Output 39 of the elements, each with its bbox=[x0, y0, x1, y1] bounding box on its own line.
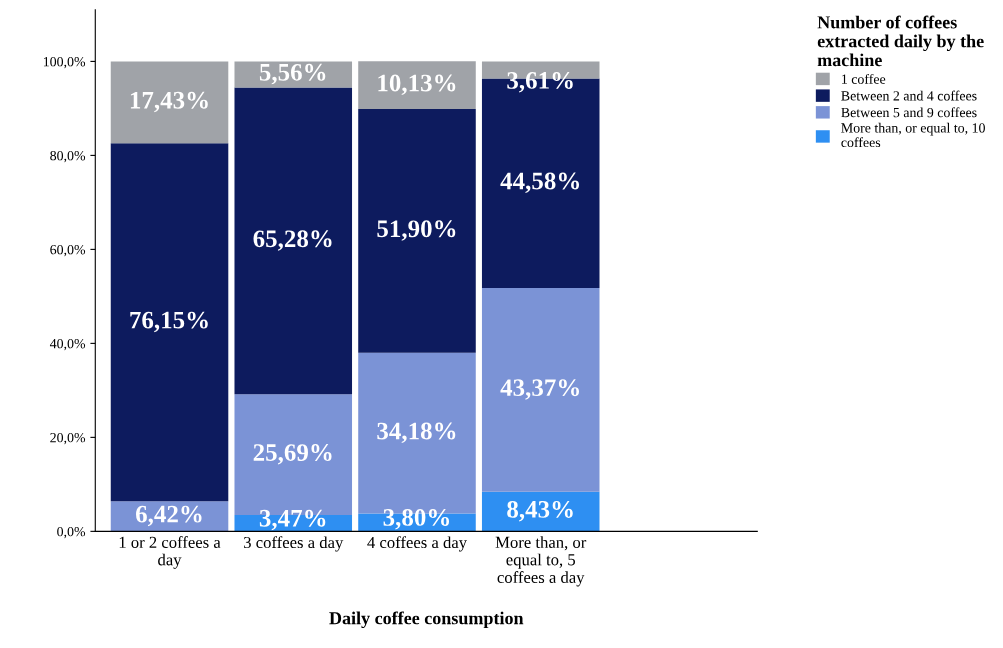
data-label: 5,56% bbox=[259, 63, 326, 85]
data-label: 51,90% bbox=[377, 220, 456, 241]
data-label: 17,43% bbox=[130, 91, 208, 113]
x-tick-label: 3 coffees a day bbox=[244, 536, 344, 552]
y-tick-label: 20,0% bbox=[50, 432, 86, 445]
data-label: 10,13% bbox=[378, 74, 456, 96]
y-tick-label: 100,0% bbox=[43, 57, 86, 69]
x-tick-label: 4 coffees a day bbox=[367, 536, 467, 552]
bar bbox=[234, 87, 353, 395]
data-label: 3,80% bbox=[383, 509, 450, 530]
data-label: 43,37% bbox=[500, 379, 580, 400]
bar bbox=[481, 491, 600, 532]
data-label: 6,42% bbox=[136, 505, 202, 527]
bar bbox=[358, 108, 476, 353]
x-tick-label: More than, or equal to, 5 coffees a day bbox=[495, 536, 587, 587]
bar bbox=[481, 287, 600, 492]
x-axis-title: Daily coffee consumption bbox=[329, 611, 524, 629]
data-label: 65,28% bbox=[253, 230, 332, 251]
data-label: 76,15% bbox=[130, 311, 208, 333]
data-label: 25,69% bbox=[253, 444, 332, 465]
bar bbox=[234, 61, 353, 88]
data-label: 3,47% bbox=[259, 509, 326, 531]
legend-label: 1 coffee bbox=[842, 73, 886, 84]
y-tick-label: 40,0% bbox=[49, 338, 86, 351]
bar bbox=[358, 61, 476, 109]
legend-label: More than, or equal to, 10 coffees bbox=[841, 122, 985, 148]
y-tick-label: 0,0% bbox=[57, 526, 86, 539]
data-label: 3,61% bbox=[507, 72, 573, 93]
data-label: 34,18% bbox=[377, 422, 456, 444]
x-tick-label: 1 or 2 coffees a day bbox=[119, 536, 221, 569]
legend-label: Between 5 and 9 coffees bbox=[841, 107, 977, 118]
bar bbox=[110, 143, 229, 502]
y-tick-label: 60,0% bbox=[50, 244, 86, 257]
bar bbox=[110, 61, 229, 144]
data-label: 8,43% bbox=[507, 500, 573, 522]
legend-title: Number of coffees extracted daily by the machine bbox=[817, 15, 984, 67]
y-tick-label: 80,0% bbox=[50, 150, 86, 163]
data-label: 44,58% bbox=[500, 172, 580, 194]
legend-label: Between 2 and 4 coffees bbox=[841, 90, 977, 101]
